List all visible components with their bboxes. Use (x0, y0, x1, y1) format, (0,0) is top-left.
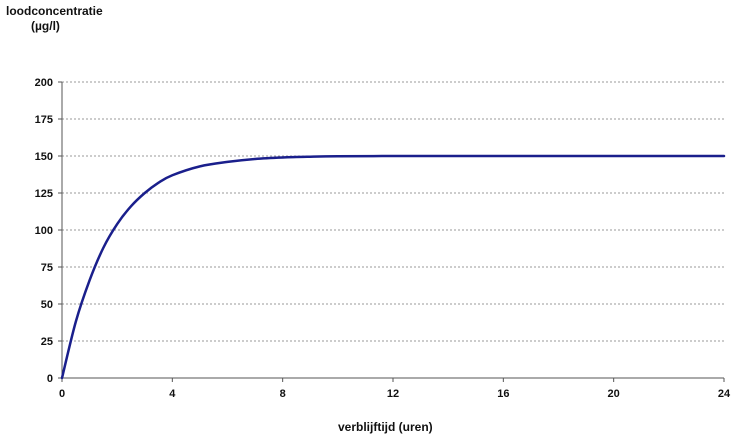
x-tick-label-8: 8 (280, 388, 286, 400)
y-tick-label-75: 75 (41, 262, 53, 274)
y-tick-label-50: 50 (41, 299, 53, 311)
y-tick-label-100: 100 (35, 225, 53, 237)
y-tick-label-175: 175 (35, 114, 53, 126)
x-tick-label-12: 12 (387, 388, 399, 400)
x-tick-label-4: 4 (169, 388, 176, 400)
x-tick-label-20: 20 (608, 388, 620, 400)
y-tick-label-150: 150 (35, 151, 53, 163)
x-tick-label-16: 16 (497, 388, 509, 400)
y-tick-label-125: 125 (35, 188, 53, 200)
series-line-0 (60, 154, 726, 380)
y-tick-label-0: 0 (47, 373, 53, 385)
x-tick-label-24: 24 (718, 388, 731, 400)
x-tick-label-0: 0 (59, 388, 65, 400)
y-tick-label-25: 25 (41, 336, 53, 348)
y-axis-label-line1: loodconcentratie (6, 4, 103, 18)
x-axis-label: verblijftijd (uren) (338, 420, 433, 434)
y-axis-label-line2: (µg/l) (31, 19, 60, 33)
y-tick-label-200: 200 (35, 77, 53, 89)
